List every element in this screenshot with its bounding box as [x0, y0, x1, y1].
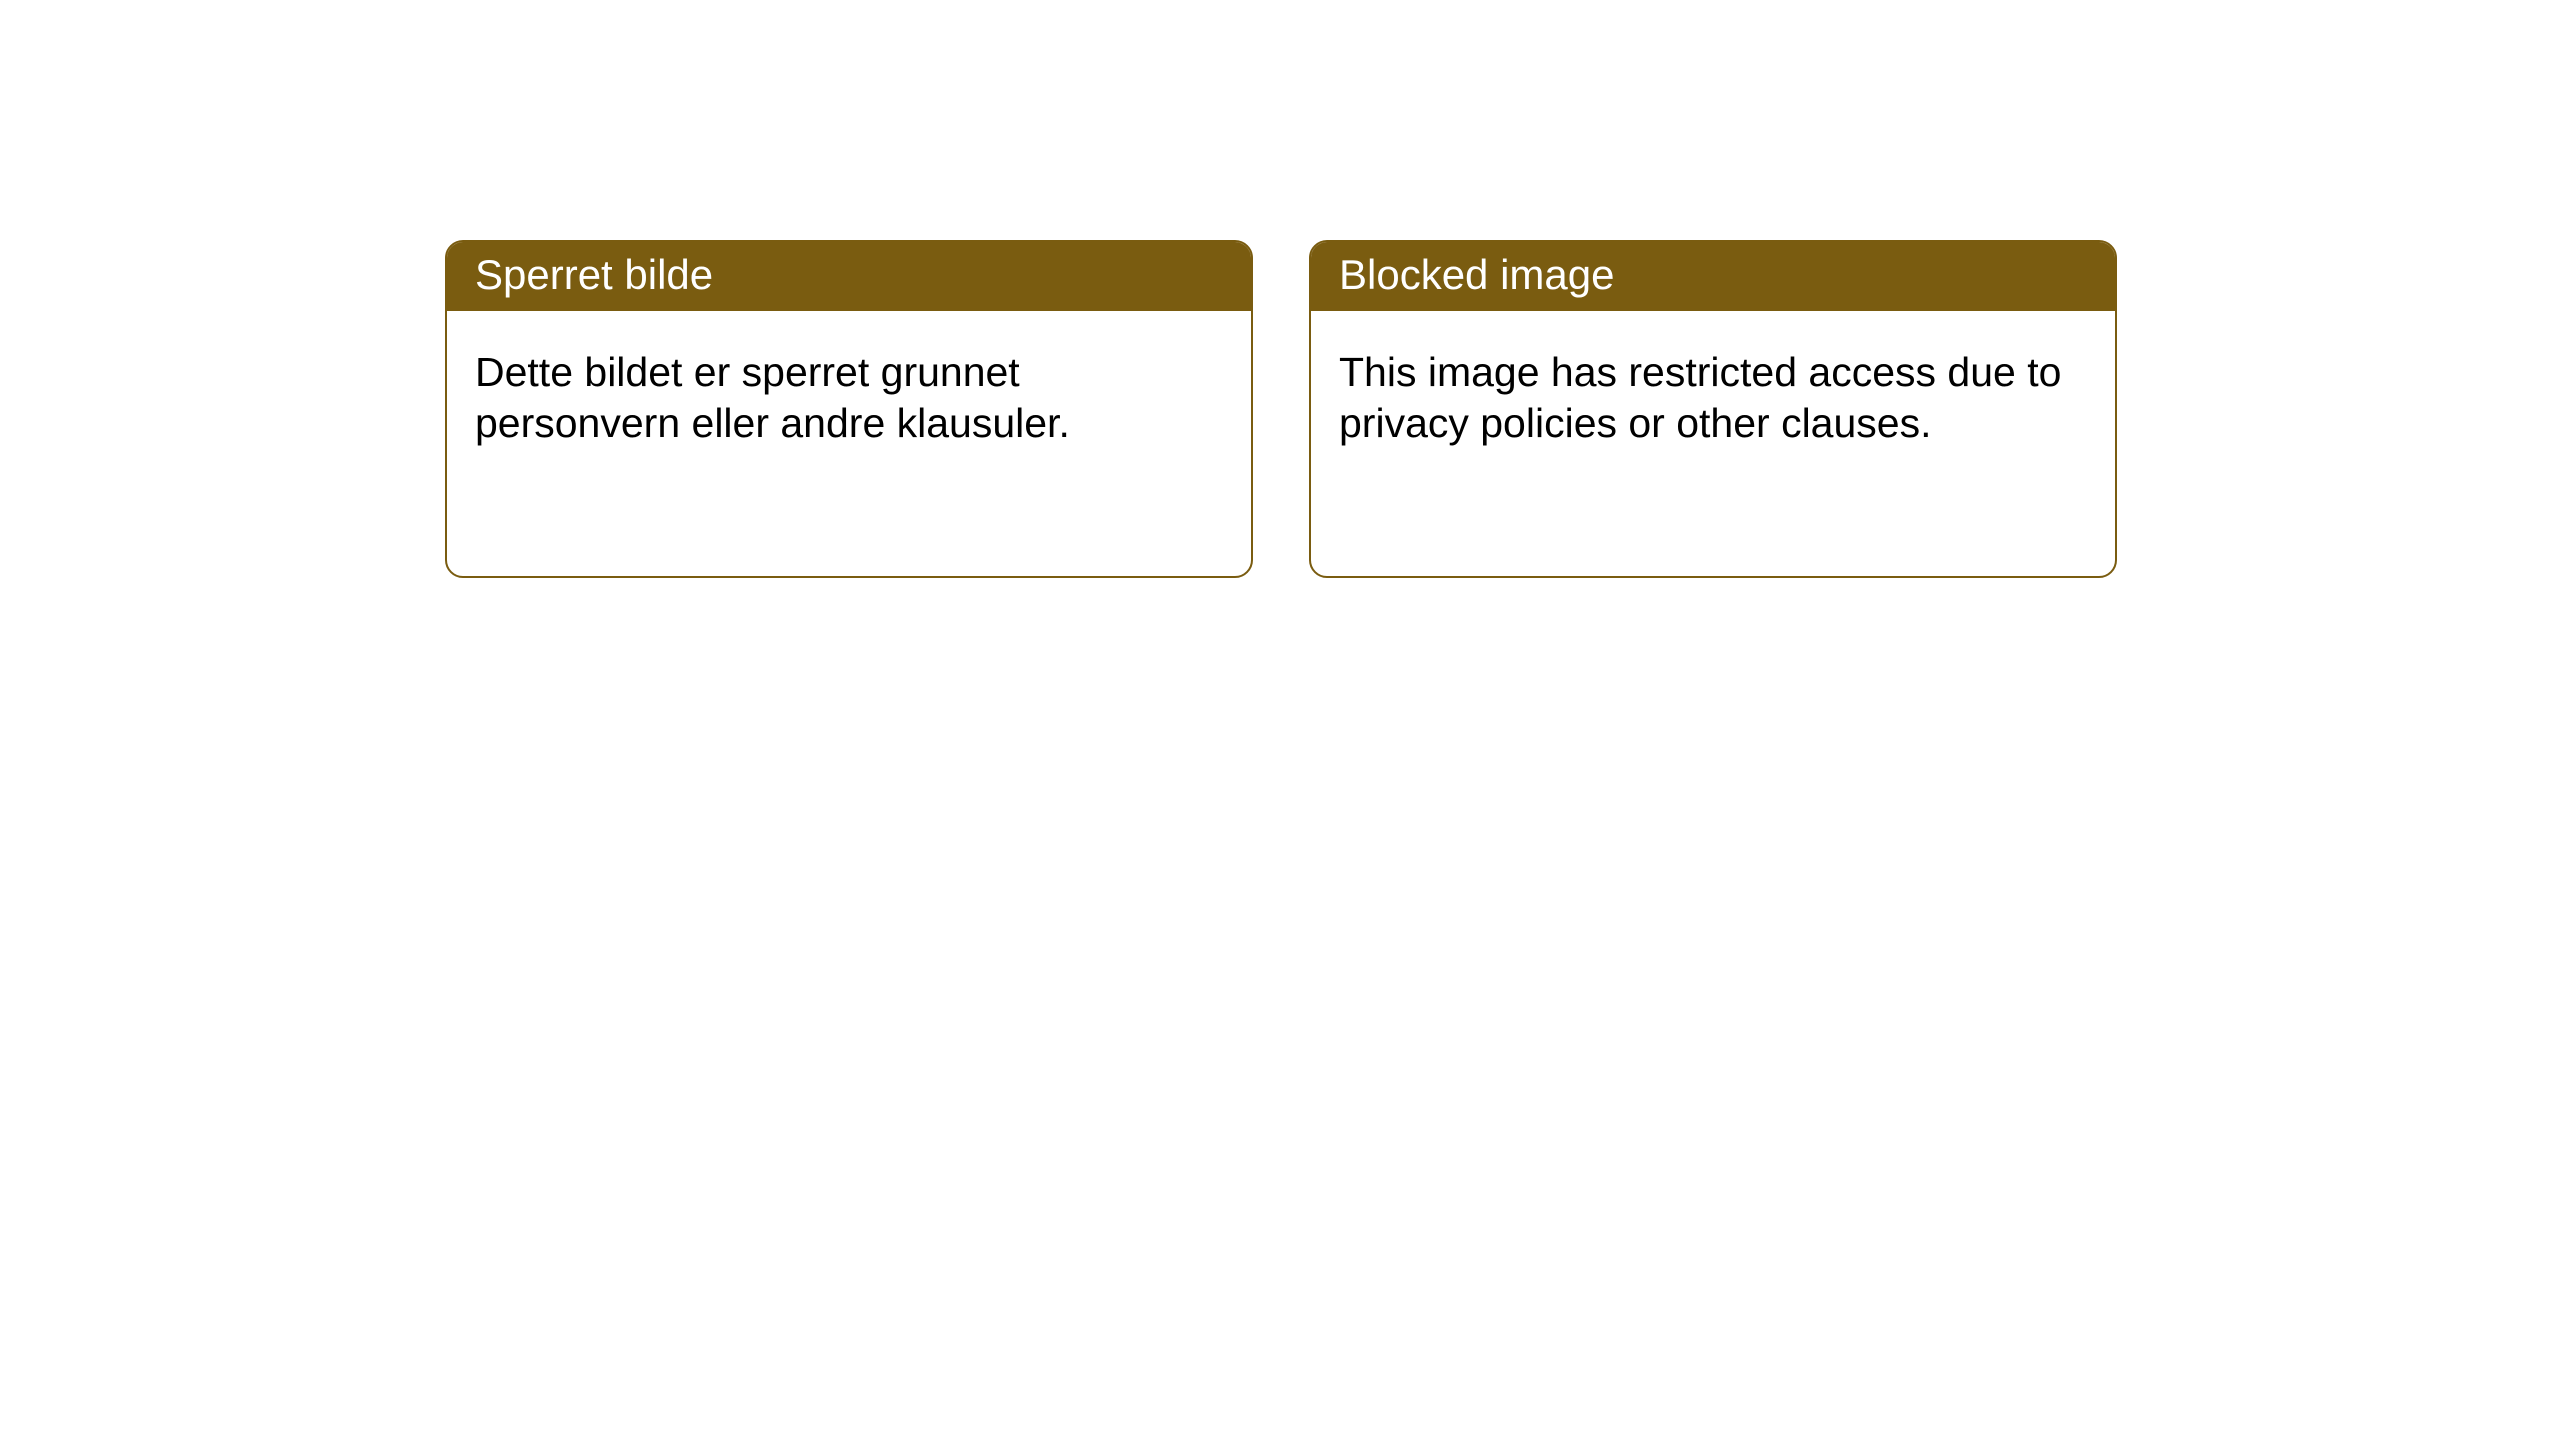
card-body: Dette bildet er sperret grunnet personve… [447, 311, 1251, 478]
card-title: Blocked image [1339, 251, 1614, 298]
card-body-text: This image has restricted access due to … [1339, 349, 2061, 446]
notice-card-norwegian: Sperret bilde Dette bildet er sperret gr… [445, 240, 1253, 578]
card-header: Blocked image [1311, 242, 2115, 311]
notice-cards-container: Sperret bilde Dette bildet er sperret gr… [0, 0, 2560, 578]
card-header: Sperret bilde [447, 242, 1251, 311]
card-title: Sperret bilde [475, 251, 713, 298]
notice-card-english: Blocked image This image has restricted … [1309, 240, 2117, 578]
card-body-text: Dette bildet er sperret grunnet personve… [475, 349, 1070, 446]
card-body: This image has restricted access due to … [1311, 311, 2115, 478]
